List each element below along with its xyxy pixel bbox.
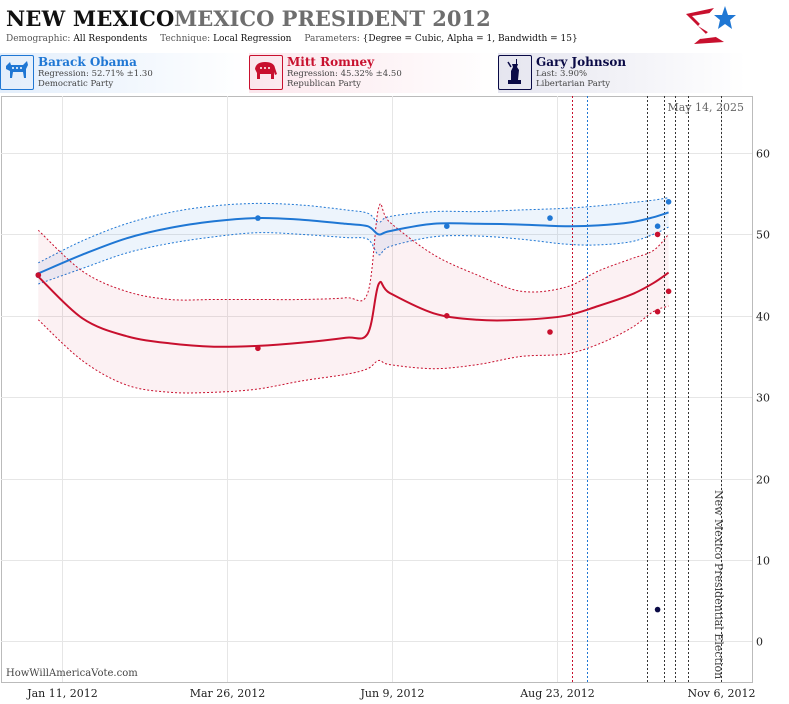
poll-point-romney [547, 329, 553, 335]
liberty-icon [498, 55, 532, 90]
candidate-card-johnson[interactable]: Gary Johnson Last: 3.90% Libertarian Par… [498, 53, 746, 93]
series-lines [37, 211, 670, 348]
poll-point-obama [654, 223, 661, 229]
candidate-card-romney[interactable]: Mitt Romney Regression: 45.32% ±4.50 Rep… [249, 53, 497, 93]
band-upper-romney [37, 203, 669, 302]
plot-frame [1, 96, 753, 683]
y-tick-label: 10 [756, 555, 770, 568]
site-logo-icon [686, 6, 736, 44]
candidate-stat: Regression: 52.71% ±1.30 [38, 69, 153, 79]
demographic-label: Demographic: [6, 34, 71, 44]
series-line-obama [37, 211, 669, 275]
date-annotation: May 14, 2025 [667, 101, 744, 114]
y-tick-label: 30 [756, 392, 770, 405]
y-tick-label: 40 [756, 311, 770, 324]
poll-point-obama [665, 199, 672, 205]
elephant-icon [249, 55, 283, 90]
x-tick-label: Mar 26, 2012 [190, 687, 266, 700]
election-label: New Mexico Presidential Election [712, 490, 725, 679]
parameters-line: Demographic: All Respondents Technique: … [6, 34, 588, 44]
page-title-state: NEW MEXICO [6, 6, 175, 31]
technique-value: Local Regression [213, 34, 292, 44]
axes: 0 10 20 30 40 50 60 Jan 11, 2012 Mar 26, 2012 Jun… [26, 148, 770, 701]
band-upper-obama [38, 197, 669, 264]
x-tick-label: Jun 9, 2012 [359, 687, 424, 700]
candidate-card-obama[interactable]: Barack Obama Regression: 52.71% ±1.30 De… [0, 53, 248, 93]
poll-point-romney [654, 231, 661, 238]
x-tick-label: Jan 11, 2012 [26, 687, 98, 700]
band-fill-obama [38, 197, 669, 284]
demographic-value: All Respondents [73, 34, 148, 44]
candidate-party: Democratic Party [38, 79, 114, 89]
y-tick-label: 20 [756, 474, 770, 487]
poll-points [35, 199, 672, 613]
y-tick-label: 0 [756, 636, 763, 649]
x-tick-label: Aug 23, 2012 [519, 687, 595, 700]
poll-point-romney [35, 272, 42, 278]
poll-point-johnson [654, 606, 661, 613]
poll-point-romney [654, 308, 661, 315]
parameters-value: {Degree = Cubic, Alpha = 1, Bandwidth = … [362, 34, 578, 44]
x-tick-label: Nov 6, 2012 [688, 687, 756, 700]
technique-label: Technique: [160, 34, 211, 44]
candidate-name: Barack Obama [38, 55, 137, 69]
poll-point-obama [255, 215, 261, 221]
y-tick-label: 50 [756, 229, 770, 242]
poll-point-obama [444, 223, 450, 229]
poll-point-romney [255, 345, 261, 352]
donkey-icon [0, 55, 34, 90]
header: NEW MEXICO MEXICO PRESIDENT 2012 Demogra… [0, 0, 789, 50]
poll-point-obama [547, 215, 553, 221]
poll-point-romney [444, 313, 450, 319]
event-lines [572, 96, 722, 682]
y-tick-label: 60 [756, 148, 770, 161]
candidate-party: Republican Party [287, 79, 361, 89]
band-lower-romney [37, 305, 669, 394]
candidate-stat: Regression: 45.32% ±4.50 [287, 69, 402, 79]
candidate-legend: Barack Obama Regression: 52.71% ±1.30 De… [0, 53, 789, 93]
grid [1, 96, 753, 683]
poll-point-romney [665, 288, 672, 295]
series-line-romney [37, 271, 670, 348]
candidate-name: Mitt Romney [287, 55, 375, 69]
watermark: HowWillAmericaVote.com [6, 668, 138, 679]
parameters-label: Parameters: [304, 34, 360, 44]
candidate-party: Libertarian Party [536, 79, 611, 89]
band-lower-obama [38, 226, 669, 285]
page-title-race: MEXICO PRESIDENT 2012 [174, 6, 491, 31]
candidate-stat: Last: 3.90% [536, 69, 588, 79]
candidate-name: Gary Johnson [536, 55, 627, 69]
